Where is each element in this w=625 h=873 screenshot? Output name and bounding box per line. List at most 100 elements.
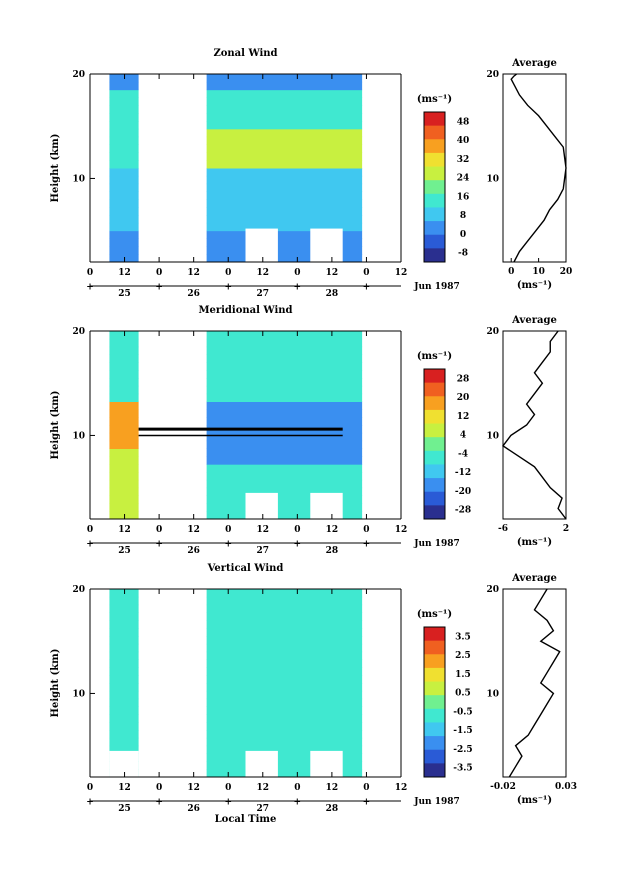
heatmap-cell [109,199,139,208]
colorbar-tick-label: 28 [457,374,470,384]
heatmap-cell [206,128,363,138]
date-tick-label: 26 [187,289,200,299]
heatmap-cell [206,97,363,106]
heatmap-cell [206,730,363,739]
heatmap-cell [109,385,139,395]
date-tick-label: 28 [326,289,339,299]
heatmap-cell [206,487,363,496]
colorbar-swatch [424,491,445,506]
colorbar-tick-label: 48 [457,117,470,127]
heatmap-cell [109,651,139,660]
heatmap-cell [109,378,139,387]
profile-frame [502,73,567,263]
height-tick-label: 20 [72,70,85,80]
heatmap-cell [206,667,363,676]
date-tick-label: 25 [118,546,131,556]
colorbar-swatch [424,396,445,411]
panel-meridional-wind: Meridional Wind 0 12 0 12 0 12 0 12 0 12 + + + + +25 26 2… [50,305,569,556]
heatmap-cell [109,238,139,247]
heatmap-cell [206,168,363,177]
colorbar-swatch [424,478,445,493]
date-label: Jun 1987 [413,797,460,807]
heatmap-cell [109,417,139,426]
heatmap-cell [109,393,139,402]
heatmap-cell [206,503,363,512]
heatmap-cell [109,464,139,473]
heatmap-cell [109,636,139,645]
date-tick-label: 27 [257,289,270,299]
colorbar-swatch [424,152,445,168]
heatmap-cell [109,113,139,122]
colorbar-tick-label: 12 [457,412,470,422]
heatmap-cell [206,596,363,606]
colorbar-tick-label: -2.5 [453,745,472,755]
colorbar-swatch [424,464,445,479]
heatmap-cell [206,160,363,169]
heatmap-cell [109,432,139,442]
heatmap-cell [206,378,363,387]
colorbar-swatch [424,221,445,236]
heatmap-cell [109,346,139,355]
height-tick-label: 20 [72,585,85,595]
heatmap-cell [206,393,363,402]
heatmap-cell [109,698,139,707]
profile-height-label: 10 [486,431,499,441]
colorbar-swatch [424,749,445,764]
colorbar-swatch [424,423,445,438]
date-tick-label: 26 [187,546,200,556]
heatmap-cell [109,246,139,255]
heatmap-cell [206,479,363,489]
date-marker: + [363,798,371,808]
colorbar-tick-label: -8 [458,249,468,259]
heatmap-cell [109,230,139,239]
panel-vertical-wind: Vertical Wind 0 12 0 12 0 12 0 12 0 12 + + + + +25 26 27 2… [50,563,577,814]
colorbar-swatch [424,234,445,249]
heatmap-cell [206,698,363,707]
date-marker: + [155,798,163,808]
heatmap-cell [206,659,363,668]
heatmap-cell [109,479,139,489]
time-tick-label: 0 [87,525,93,535]
heatmap-cell [206,722,363,731]
missing-data-gap [245,492,278,519]
colorbar-swatch [424,112,445,127]
colorbar-swatch [424,193,445,208]
time-tick-label: 12 [118,268,131,278]
profile-line [508,588,561,778]
heatmap-cell [109,667,139,676]
heatmap-cell [206,636,363,645]
date-label: Jun 1987 [413,539,460,549]
heatmap-cell [206,440,363,449]
date-tick-label: 27 [257,546,270,556]
heatmap-cell [206,401,363,410]
height-axis-label: Height (km) [50,391,61,460]
profile-frame [502,588,567,778]
colorbar-tick-label: 8 [460,211,466,221]
heatmap-cell [109,338,139,348]
heatmap-cell [109,254,139,263]
heatmap-cell [206,417,363,426]
colorbar-swatch [424,207,445,222]
heatmap-cell [109,331,139,340]
date-marker: + [155,283,163,293]
heatmap-cell [206,81,363,91]
heatmap-cell [206,589,363,598]
heatmap-cell [206,207,363,216]
heatmap-cell [109,89,139,98]
date-marker: + [86,283,94,293]
colorbar-tick-label: 0 [460,230,466,240]
heatmap-cell [109,620,139,629]
heatmap-cell [109,448,139,457]
colorbar-frame [423,111,446,263]
colorbar-tick-label: 3.5 [455,632,471,642]
colorbar-swatch [424,437,445,452]
heatmap-cell [206,472,363,481]
heatmap-cell [109,690,139,700]
heatmap-cell [109,487,139,496]
colorbar-tick-label: -20 [455,487,471,497]
heatmap-cell [206,183,363,192]
time-tick-label: 12 [257,783,270,793]
heatmap-cell [206,215,363,224]
profile-line [510,73,567,263]
missing-data-gap [245,750,278,777]
